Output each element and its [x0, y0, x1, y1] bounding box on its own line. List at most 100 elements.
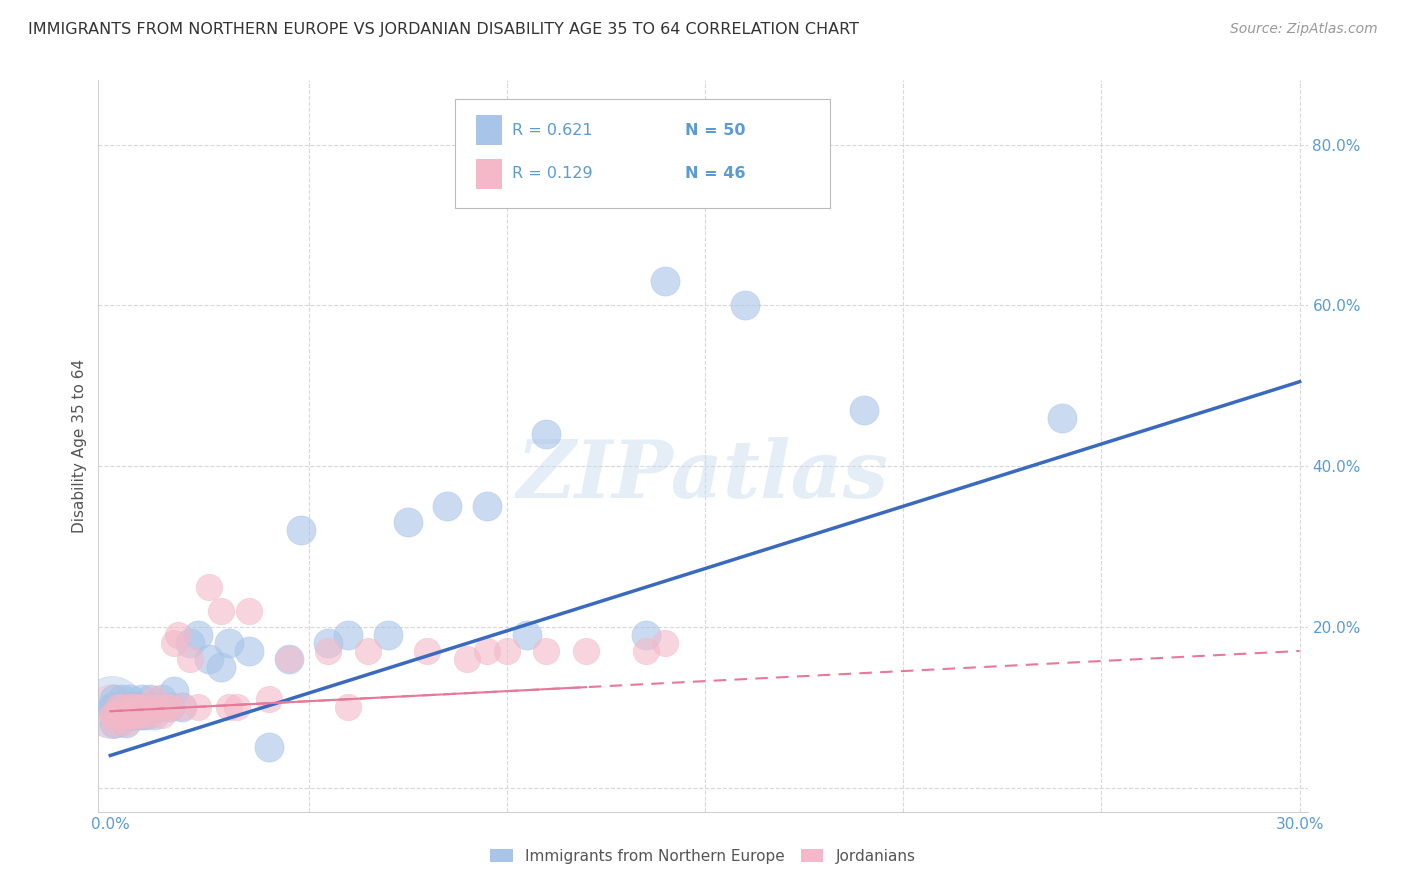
Bar [475, 115, 502, 145]
Point [166, 628, 188, 642]
Point [107, 700, 129, 714]
Point [290, 524, 312, 538]
Point [142, 692, 165, 706]
Point [101, 708, 124, 723]
Point [122, 708, 145, 723]
Legend: Immigrants from Northern Europe, Jordanians: Immigrants from Northern Europe, Jordani… [484, 843, 922, 870]
Point [120, 692, 142, 706]
Text: IMMIGRANTS FROM NORTHERN EUROPE VS JORDANIAN DISABILITY AGE 35 TO 64 CORRELATION: IMMIGRANTS FROM NORTHERN EUROPE VS JORDA… [28, 22, 859, 37]
Point [163, 636, 186, 650]
Point [101, 700, 124, 714]
Point [111, 708, 134, 723]
Point [103, 692, 125, 706]
Point [120, 708, 142, 723]
Point [436, 500, 458, 514]
Point [163, 684, 186, 698]
Point [396, 516, 419, 530]
Text: Source: ZipAtlas.com: Source: ZipAtlas.com [1230, 22, 1378, 37]
Point [218, 636, 240, 650]
Point [120, 708, 142, 723]
Point [377, 628, 399, 642]
Point [107, 708, 129, 723]
Point [135, 700, 157, 714]
Point [142, 708, 165, 723]
Point [634, 644, 657, 658]
Point [107, 700, 129, 714]
Point [257, 692, 280, 706]
Point [654, 274, 676, 288]
Point [127, 700, 149, 714]
Text: N = 50: N = 50 [685, 122, 745, 137]
Point [634, 628, 657, 642]
Point [238, 604, 260, 618]
Text: R = 0.129: R = 0.129 [512, 167, 592, 181]
Point [111, 692, 134, 706]
Point [238, 644, 260, 658]
Point [198, 580, 221, 594]
Point [139, 708, 162, 723]
Point [103, 716, 125, 731]
Point [337, 700, 360, 714]
Point [186, 700, 208, 714]
Point [416, 644, 439, 658]
Point [226, 700, 249, 714]
Point [209, 660, 232, 674]
Point [536, 644, 558, 658]
Point [120, 700, 142, 714]
Point [475, 644, 498, 658]
Y-axis label: Disability Age 35 to 64: Disability Age 35 to 64 [72, 359, 87, 533]
Point [536, 426, 558, 441]
Point [179, 636, 201, 650]
FancyBboxPatch shape [456, 99, 830, 209]
Point [277, 652, 299, 666]
Point [495, 644, 517, 658]
Point [277, 652, 299, 666]
Point [198, 652, 221, 666]
Point [318, 644, 340, 658]
Point [115, 716, 138, 731]
Text: R = 0.621: R = 0.621 [512, 122, 592, 137]
Point [734, 298, 756, 312]
Point [111, 708, 134, 723]
Point [127, 708, 149, 723]
Point [120, 700, 142, 714]
Point [127, 708, 149, 723]
Point [516, 628, 538, 642]
Point [122, 708, 145, 723]
Point [654, 636, 676, 650]
Point [218, 700, 240, 714]
Text: ZIPatlas: ZIPatlas [517, 436, 889, 514]
Bar [475, 160, 502, 188]
Point [139, 692, 162, 706]
Text: N = 46: N = 46 [685, 167, 745, 181]
Point [131, 708, 153, 723]
Point [122, 700, 145, 714]
Point [155, 700, 177, 714]
Point [475, 500, 498, 514]
Point [101, 704, 124, 718]
Point [101, 700, 124, 714]
Point [111, 700, 134, 714]
Point [115, 716, 138, 731]
Point [115, 708, 138, 723]
Point [103, 708, 125, 723]
Point [131, 708, 153, 723]
Point [150, 692, 173, 706]
Point [127, 700, 149, 714]
Point [146, 700, 169, 714]
Point [357, 644, 380, 658]
Point [122, 700, 145, 714]
Point [159, 700, 181, 714]
Point [107, 708, 129, 723]
Point [115, 700, 138, 714]
Point [209, 604, 232, 618]
Point [150, 708, 173, 723]
Point [186, 628, 208, 642]
Point [139, 700, 162, 714]
Point [337, 628, 360, 642]
Point [257, 740, 280, 755]
Point [103, 700, 125, 714]
Point [159, 700, 181, 714]
Point [575, 644, 598, 658]
Point [318, 636, 340, 650]
